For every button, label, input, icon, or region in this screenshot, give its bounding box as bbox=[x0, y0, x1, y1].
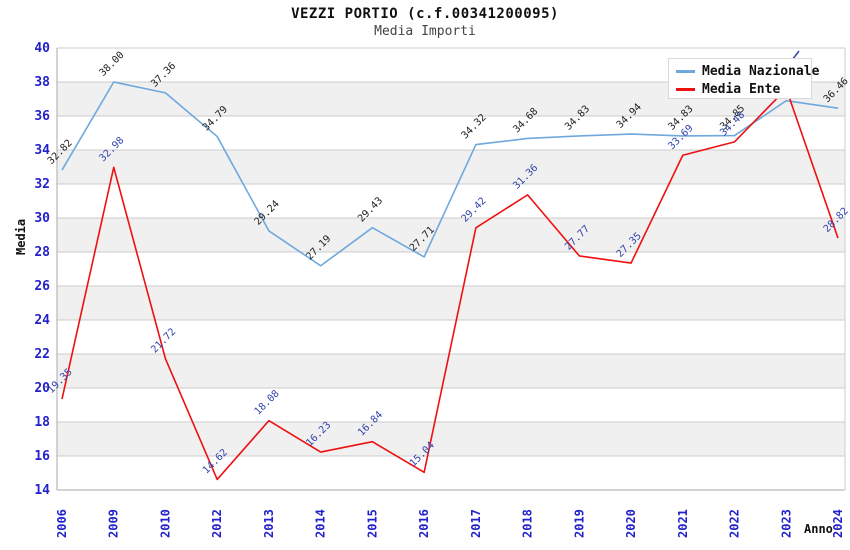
data-label: 34.32 bbox=[460, 112, 489, 141]
y-tick-label: 28 bbox=[34, 245, 50, 260]
y-tick-label: 36 bbox=[34, 109, 50, 124]
plot-band bbox=[57, 422, 845, 456]
x-tick-label: 2012 bbox=[210, 509, 224, 538]
x-tick-label: 2022 bbox=[728, 509, 742, 538]
plot-band bbox=[57, 354, 845, 388]
legend-item-media-ente: Media Ente bbox=[676, 80, 811, 98]
x-tick-label: 2015 bbox=[365, 509, 379, 538]
x-tick-label: 2010 bbox=[158, 509, 172, 538]
legend-item-media-nazionale: Media Nazionale bbox=[676, 62, 819, 80]
y-tick-label: 24 bbox=[34, 313, 50, 328]
x-tick-label: 2017 bbox=[469, 509, 483, 538]
x-tick-label: 2014 bbox=[314, 509, 328, 538]
y-tick-label: 40 bbox=[34, 41, 50, 56]
y-tick-label: 16 bbox=[34, 449, 50, 464]
x-tick-label: 2013 bbox=[262, 509, 276, 538]
x-tick-label: 2018 bbox=[521, 509, 535, 538]
y-tick-label: 34 bbox=[34, 143, 50, 158]
legend-label: Media Nazionale bbox=[702, 63, 820, 79]
series-line-media-nazionale bbox=[61, 81, 839, 267]
y-tick-label: 14 bbox=[34, 483, 50, 498]
series-line-media-ente bbox=[61, 88, 839, 481]
data-label: 18.08 bbox=[253, 388, 282, 417]
y-tick-label: 32 bbox=[34, 177, 50, 192]
plot-band bbox=[57, 150, 845, 184]
y-tick-label: 26 bbox=[34, 279, 50, 294]
blue-line-swatch-icon bbox=[676, 69, 695, 73]
y-tick-label: 22 bbox=[34, 347, 50, 362]
legend-label: Media Ente bbox=[702, 81, 781, 97]
x-tick-label: 2016 bbox=[417, 509, 431, 538]
y-tick-label: 20 bbox=[34, 381, 50, 396]
y-tick-label: 18 bbox=[34, 415, 50, 430]
x-tick-label: 2020 bbox=[624, 509, 638, 538]
data-label: 38.00 bbox=[97, 50, 126, 79]
x-tick-label: 2023 bbox=[779, 509, 793, 538]
y-tick-label: 38 bbox=[34, 75, 50, 90]
red-line-swatch-icon bbox=[676, 87, 695, 91]
y-tick-label: 30 bbox=[34, 211, 50, 226]
y-axis-title: Media bbox=[14, 218, 28, 255]
x-axis-title: Anno bbox=[804, 522, 833, 536]
plot-band bbox=[57, 218, 845, 252]
x-tick-label: 2009 bbox=[107, 509, 121, 538]
x-tick-label: 2019 bbox=[572, 509, 586, 538]
plot-band bbox=[57, 286, 845, 320]
x-tick-label: 2021 bbox=[676, 509, 690, 538]
x-tick-label: 2006 bbox=[55, 509, 69, 538]
chart-legend: Media Nazionale Media Ente bbox=[668, 58, 819, 99]
x-tick-label: 2024 bbox=[831, 509, 845, 538]
